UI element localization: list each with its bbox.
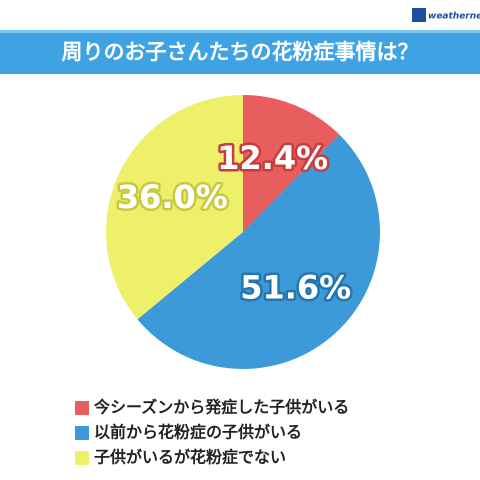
legend-label: 子供がいるが花粉症でない bbox=[94, 448, 286, 467]
logo-text: weathernews bbox=[428, 12, 480, 22]
pie-slice bbox=[106, 95, 244, 320]
logo: weathernews bbox=[412, 8, 480, 22]
pie-slice bbox=[243, 95, 340, 232]
value-label: 36.0% bbox=[117, 178, 228, 216]
legend-swatch bbox=[75, 451, 89, 465]
legend-label: 以前から花粉症の子供がいる bbox=[94, 423, 302, 442]
legend-swatch bbox=[75, 401, 89, 415]
pie-slice bbox=[137, 134, 381, 370]
title-banner-edge bbox=[0, 30, 480, 33]
title-banner bbox=[0, 30, 480, 74]
chart-title: 周りのお子さんたちの花粉症事情は？ bbox=[62, 40, 419, 64]
value-label: 12.4% bbox=[217, 139, 328, 177]
logo-icon bbox=[412, 8, 426, 22]
value-label: 51.6% bbox=[240, 269, 351, 307]
legend-label: 今シーズンから発症した子供がいる bbox=[93, 398, 349, 417]
legend-swatch bbox=[75, 426, 89, 440]
